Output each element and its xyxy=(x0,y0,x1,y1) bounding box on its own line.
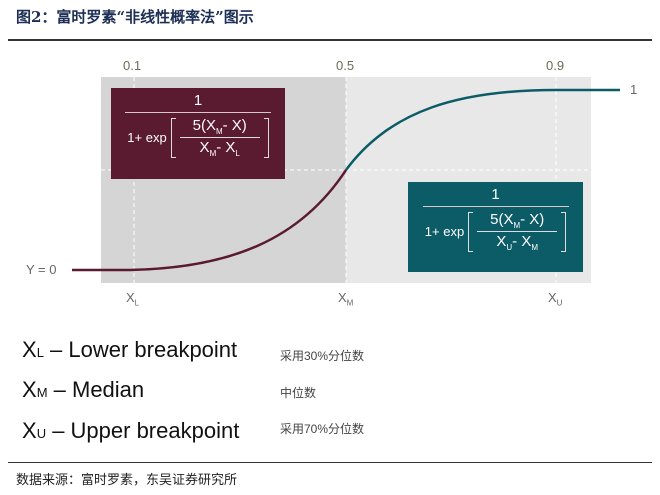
footer-divider xyxy=(8,462,652,463)
formula-inner-fraction: 5(XM- X) XU- XM xyxy=(473,211,561,252)
source-note: 数据来源：富时罗素，东吴证券研究所 xyxy=(16,473,238,488)
formula-numerator: 1 xyxy=(491,186,500,203)
x-label-lower: XL xyxy=(126,290,140,308)
lower-formula-box: 1 1+ exp 5(XM- X) XM- XL xyxy=(111,88,285,179)
figure-title: 图2：富时罗素“非线性概率法”图示 xyxy=(16,8,254,26)
tick-0.1: 0.1 xyxy=(123,58,142,73)
legend-upper-note: 采用70%分位数 xyxy=(280,422,365,436)
formula-prefix: 1+ exp xyxy=(424,224,465,239)
y-zero-label: Y = 0 xyxy=(26,262,57,277)
curve-upper xyxy=(344,88,620,171)
upper-formula-box: 1 1+ exp 5(XM- X) XU- XM xyxy=(408,182,583,272)
fraction-bar xyxy=(125,112,271,113)
tick-0.9: 0.9 xyxy=(546,58,565,73)
x-label-upper: XU xyxy=(548,290,563,308)
curve-lower xyxy=(72,169,348,272)
fraction-bar xyxy=(422,206,569,207)
formula-inner-fraction: 5(XM- X) XM- XL xyxy=(176,117,264,158)
y-one-label: 1 xyxy=(630,82,638,97)
legend-median-note: 中位数 xyxy=(280,386,317,400)
x-label-median: XM xyxy=(338,290,354,308)
legend-median: XM – Median xyxy=(22,377,145,402)
formula-prefix: 1+ exp xyxy=(127,130,167,145)
formula-numerator: 1 xyxy=(193,92,203,109)
title-divider xyxy=(8,39,652,41)
legend-upper: XU – Upper breakpoint xyxy=(22,418,240,443)
legend-lower: XL – Lower breakpoint xyxy=(22,337,238,362)
legend-lower-note: 采用30%分位数 xyxy=(280,349,365,363)
tick-0.5: 0.5 xyxy=(336,58,355,73)
